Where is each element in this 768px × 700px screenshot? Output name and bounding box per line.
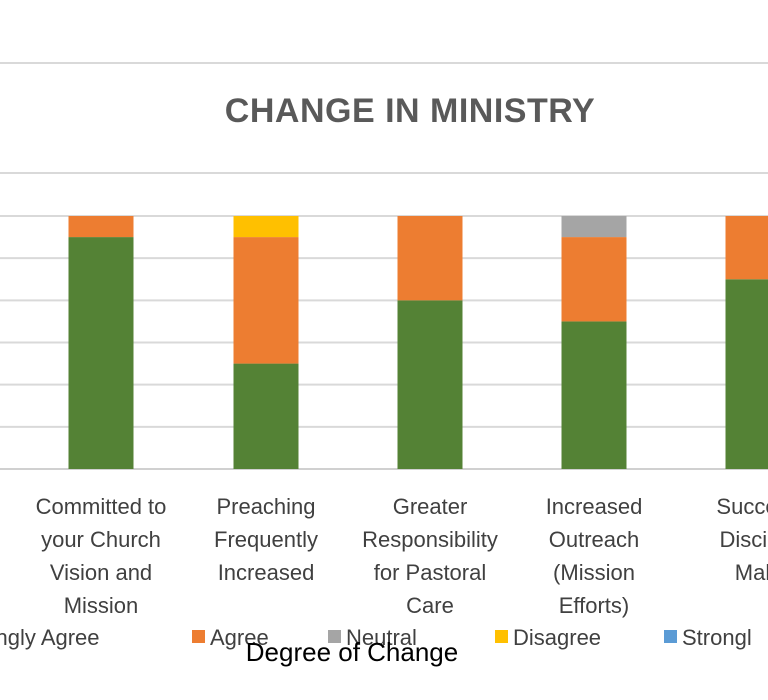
legend-swatch <box>495 630 508 643</box>
category-label-line: Outreach <box>549 527 640 552</box>
category-label: Increased Outreach (Mission Efforts) <box>546 494 643 618</box>
legend-swatch <box>192 630 205 643</box>
legend-swatch <box>328 630 341 643</box>
legend-label: Disagree <box>513 625 601 650</box>
category-label-line: Vision and <box>50 560 152 585</box>
legend-swatch <box>664 630 677 643</box>
category-label-line: Mission <box>64 593 139 618</box>
chart-title: CHANGE IN MINISTRY <box>224 92 596 130</box>
category-label-line: your Church <box>41 527 161 552</box>
category-label-line: Increased <box>546 494 643 519</box>
bar-segment <box>725 279 768 469</box>
legend-label: rongly Agree <box>0 625 100 650</box>
bar-segment <box>561 216 627 238</box>
x-axis-title: Degree of Change <box>246 637 458 667</box>
category-label: Success Disciple Maki <box>716 494 768 585</box>
legend-label: Strongl <box>682 625 752 650</box>
category-label: Preaching Frequently Increased <box>214 494 318 585</box>
category-label-line: Committed to <box>36 494 167 519</box>
chart-title-divider <box>0 172 768 174</box>
bar-segment <box>233 363 299 469</box>
category-label-line: Frequently <box>214 527 318 552</box>
bars <box>68 216 768 469</box>
bar-segment <box>561 321 627 469</box>
category-label-line: Greater <box>393 494 468 519</box>
bar-segment <box>233 216 299 238</box>
bar-segment <box>725 216 768 280</box>
category-label-line: Preaching <box>216 494 315 519</box>
category-label: Greater Responsibility for Pastoral Care <box>362 494 498 618</box>
category-label-line: for Pastoral <box>374 560 487 585</box>
bar-segment <box>233 237 299 364</box>
legend-label: Neutral <box>346 625 417 650</box>
legend-label: Agree <box>210 625 269 650</box>
category-label-line: Success <box>716 494 768 519</box>
category-label-line: Efforts) <box>559 593 630 618</box>
legend: rongly Agree Agree Neutral Disagree Strongl <box>0 625 752 650</box>
category-label: Committed to your Church Vision and Mission <box>36 494 167 618</box>
bar-segment <box>397 300 463 469</box>
category-label-line: (Mission <box>553 560 635 585</box>
category-label-line: Care <box>406 593 454 618</box>
bar-segment <box>68 237 134 469</box>
bar-segment <box>68 216 134 238</box>
category-label-line: Increased <box>218 560 315 585</box>
bar-segment <box>397 216 463 301</box>
category-label-line: Disciple <box>719 527 768 552</box>
bar-segment <box>561 237 627 322</box>
category-label-line: Maki <box>735 560 768 585</box>
chart-top-border <box>0 62 768 64</box>
category-label-line: Responsibility <box>362 527 498 552</box>
